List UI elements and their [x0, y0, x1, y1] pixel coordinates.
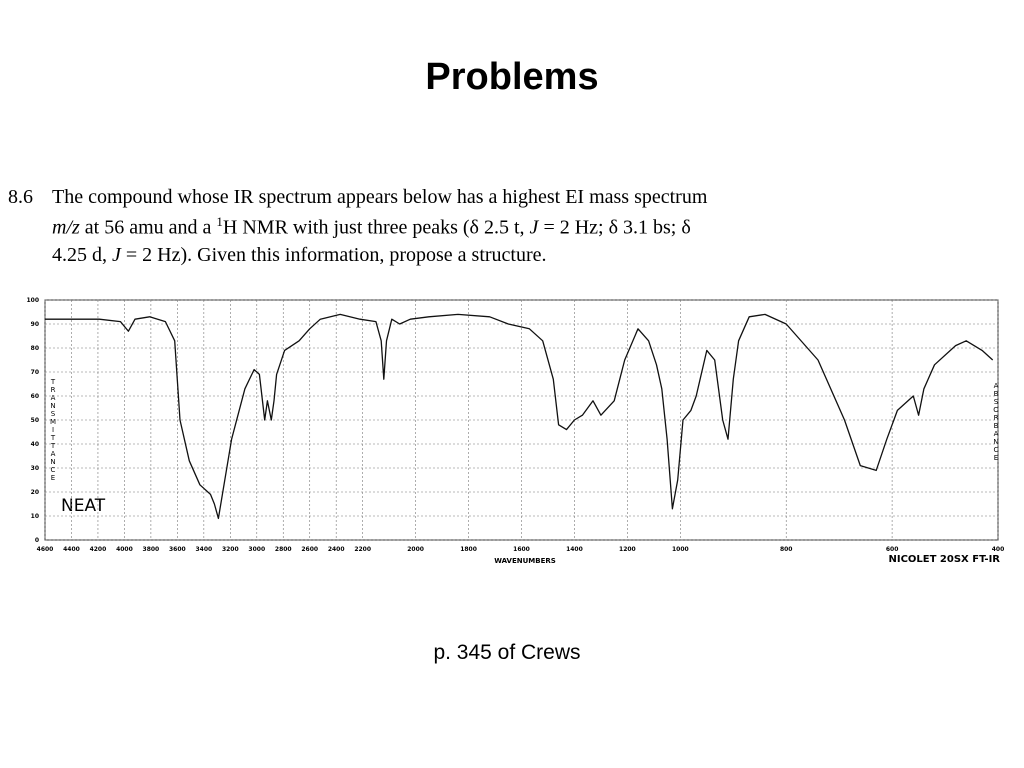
instrument: NICOLET 20SX FT-IR	[889, 554, 1001, 565]
slide-title: Problems	[425, 56, 599, 98]
y-tick-label: 50	[31, 417, 39, 424]
problem-line: m/z at 56 amu and a 1H NMR with just thr…	[52, 214, 691, 240]
x-tick-label: 4000	[116, 546, 133, 553]
x-tick-label: 4400	[63, 546, 80, 553]
x-tick-label: 1000	[672, 546, 689, 553]
problem-line: The compound whose IR spectrum appears b…	[52, 186, 707, 209]
annotation-box	[56, 492, 116, 518]
y-tick-label: 90	[31, 321, 39, 328]
text: J	[112, 244, 121, 266]
problem-line: 4.25 d, J = 2 Hz). Given this informatio…	[52, 244, 547, 267]
x-tick-label: 1200	[619, 546, 636, 553]
x-tick-label: 4600	[37, 546, 54, 553]
x-tick-label: 600	[886, 546, 899, 553]
x-tick-label: 3600	[169, 546, 186, 553]
text: 1	[216, 214, 223, 229]
y-tick-label: 30	[31, 465, 39, 472]
y-tick-label: 20	[31, 489, 39, 496]
text: H NMR with just three peaks (δ 2.5 t,	[222, 216, 530, 239]
y-tick-label: 0	[35, 537, 39, 544]
x-tick-label: 2800	[275, 546, 292, 553]
y-tick-label: 100	[26, 297, 39, 304]
y-tick-label: 40	[31, 441, 39, 448]
x-tick-label: 400	[992, 546, 1005, 553]
y-tick-label: 60	[31, 393, 39, 400]
text: 4.25 d,	[52, 244, 112, 266]
x-axis-label: WAVENUMBERS	[494, 557, 556, 565]
spectrum-line	[45, 313, 994, 520]
x-tick-label: 4200	[90, 546, 107, 553]
x-tick-label: 2400	[328, 546, 345, 553]
x-tick-label: 3000	[248, 546, 265, 553]
text: at 56 amu and a	[79, 216, 217, 239]
footer: p. 345 of Crews	[433, 641, 581, 664]
y2-axis-label: ABSORBANCE	[992, 382, 1000, 462]
x-tick-label: 3200	[222, 546, 239, 553]
y-axis-label: TRANSMITTANCE	[49, 378, 57, 482]
x-tick-label: 1600	[513, 546, 530, 553]
problem-number: 8.6	[8, 186, 33, 208]
x-tick-label: 3400	[195, 546, 212, 553]
text: = 2 Hz). Given this information, propose…	[120, 244, 547, 266]
y-tick-label: 70	[31, 369, 39, 376]
x-tick-label: 1400	[566, 546, 583, 553]
annotation: NEAT	[61, 496, 106, 516]
x-tick-label: 1800	[460, 546, 477, 553]
text: m/z	[52, 216, 80, 239]
x-tick-label: 2200	[354, 546, 371, 553]
x-tick-label: 3800	[143, 546, 160, 553]
text: The compound whose IR spectrum appears b…	[52, 186, 708, 208]
y-tick-label: 80	[31, 345, 39, 352]
x-tick-label: 2000	[407, 546, 424, 553]
x-tick-label: 800	[780, 546, 793, 553]
text: J	[529, 216, 539, 239]
x-tick-label: 2600	[301, 546, 318, 553]
text: = 2 Hz; δ 3.1 bs; δ	[538, 216, 691, 239]
y-tick-label: 10	[31, 513, 39, 520]
